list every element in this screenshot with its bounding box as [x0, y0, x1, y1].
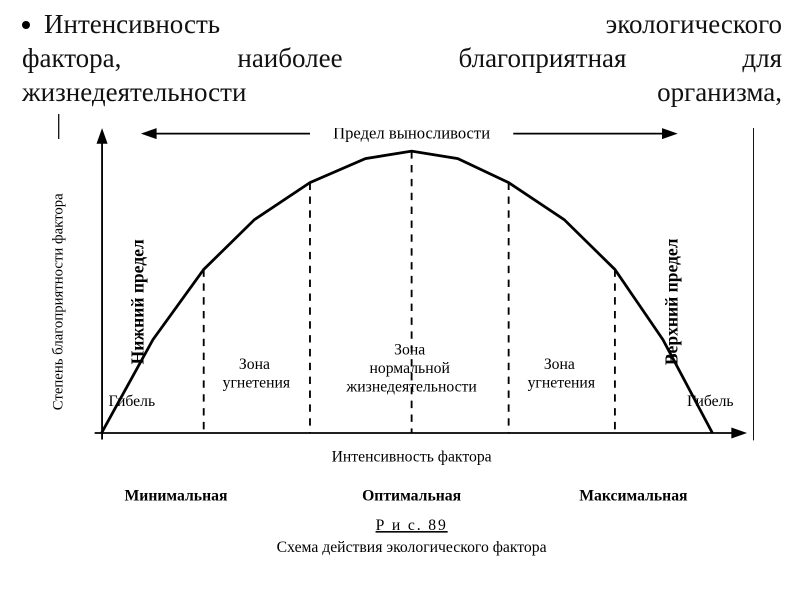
bullet-line2a: фактора, [22, 43, 121, 73]
tick-max: Максимальная [579, 487, 688, 504]
zone-center-label: Зона нормальной жизнедеятельности [345, 341, 477, 395]
tick-min: Минимальная [125, 487, 228, 504]
tolerance-label: Предел выносливости [333, 128, 490, 142]
arrow-up-icon [97, 128, 108, 144]
lower-limit-label: Нижний предел [128, 239, 148, 364]
bullet-icon [22, 21, 30, 29]
upper-limit-label: Верхний предел [662, 238, 682, 365]
zone-right-label: Зона угнетения [528, 356, 595, 391]
arrow-right-icon [662, 128, 678, 139]
death-left-label: Гибель [109, 393, 156, 410]
bullet-line1: Интенсивность экологического [44, 9, 782, 39]
diagram-svg: Предел выносливости Нижний предел Верхни… [42, 128, 772, 568]
figure-number: Р и с. 89 [376, 517, 448, 534]
arrow-left-icon [141, 128, 157, 139]
tick-opt: Оптимальная [362, 487, 462, 504]
arrow-right-icon [731, 427, 747, 438]
bullet-paragraph: Интенсивность экологического фактора, на… [22, 8, 782, 109]
ecological-factor-diagram: Предел выносливости Нижний предел Верхни… [42, 128, 772, 568]
bullet-line2b: наиболее благоприятная для [237, 43, 782, 73]
page-root: Интенсивность экологического фактора, на… [0, 0, 800, 600]
zone-left-label: Зона угнетения [223, 356, 290, 391]
death-right-label: Гибель [687, 393, 734, 410]
figure-caption: Схема действия экологического фактора [277, 539, 547, 556]
bullet-line3: жизнедеятельности организма, [22, 77, 782, 107]
x-axis-label: Интенсивность фактора [332, 449, 492, 466]
y-axis-label: Степень благоприятности фактора [50, 193, 66, 410]
